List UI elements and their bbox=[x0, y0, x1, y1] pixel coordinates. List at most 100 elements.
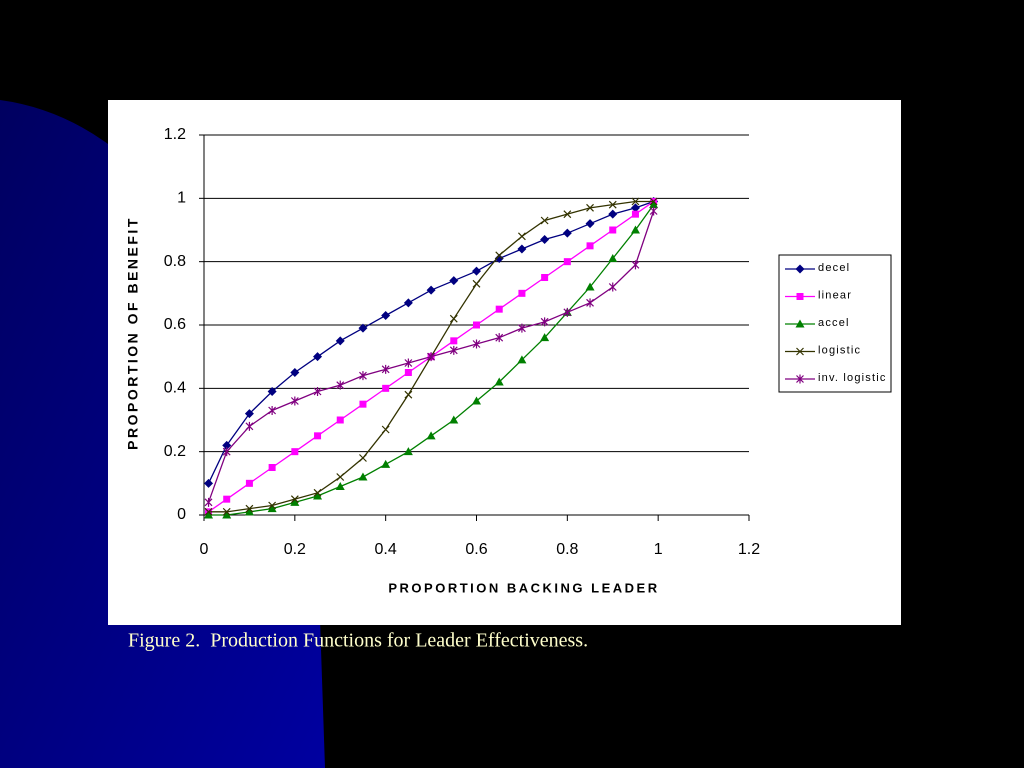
marker bbox=[494, 377, 504, 386]
marker bbox=[472, 396, 481, 405]
marker bbox=[649, 200, 659, 209]
marker bbox=[426, 431, 436, 440]
marker bbox=[404, 390, 413, 399]
marker bbox=[563, 210, 572, 219]
marker bbox=[517, 323, 526, 333]
marker bbox=[426, 285, 436, 295]
marker bbox=[359, 454, 367, 462]
marker bbox=[517, 244, 527, 254]
x-tick-label: 0.4 bbox=[375, 541, 397, 558]
marker bbox=[358, 472, 368, 481]
marker bbox=[649, 197, 658, 206]
marker bbox=[335, 336, 345, 346]
marker bbox=[268, 501, 277, 510]
marker bbox=[540, 333, 550, 342]
x-tick-label: 0 bbox=[200, 541, 209, 558]
legend-label: decel bbox=[818, 262, 850, 274]
x-tick-label: 1.2 bbox=[738, 541, 760, 558]
y-tick-label: 0.2 bbox=[164, 443, 186, 460]
marker bbox=[608, 254, 618, 262]
marker bbox=[336, 473, 345, 481]
y-tick-label: 1 bbox=[177, 190, 186, 207]
marker bbox=[540, 235, 550, 244]
marker bbox=[267, 504, 277, 513]
y-tick-label: 0.4 bbox=[164, 380, 186, 397]
marker bbox=[313, 352, 323, 362]
marker bbox=[204, 510, 214, 519]
marker bbox=[796, 347, 804, 356]
marker bbox=[313, 491, 323, 500]
marker bbox=[518, 289, 526, 297]
marker bbox=[472, 339, 481, 349]
marker bbox=[563, 258, 571, 266]
marker bbox=[631, 210, 639, 218]
marker bbox=[586, 203, 594, 212]
legend-label: linear bbox=[818, 289, 852, 301]
marker bbox=[449, 276, 459, 286]
marker bbox=[313, 387, 322, 396]
x-tick-label: 0.2 bbox=[284, 541, 306, 558]
marker bbox=[244, 409, 254, 419]
marker bbox=[358, 323, 368, 333]
marker bbox=[631, 197, 640, 206]
marker bbox=[359, 400, 367, 408]
marker bbox=[245, 479, 253, 487]
marker bbox=[541, 274, 549, 281]
y-tick-label: 0.6 bbox=[164, 316, 186, 333]
x-tick-label: 0.8 bbox=[556, 541, 578, 558]
marker bbox=[244, 507, 254, 516]
marker bbox=[796, 293, 804, 300]
x-tick-label: 0.6 bbox=[465, 541, 487, 558]
marker bbox=[563, 307, 572, 317]
marker bbox=[336, 416, 344, 424]
marker bbox=[795, 319, 805, 328]
marker bbox=[336, 380, 345, 390]
legend-label: logistic bbox=[818, 344, 861, 356]
marker bbox=[472, 266, 481, 276]
marker bbox=[403, 447, 413, 456]
marker bbox=[796, 374, 804, 384]
marker bbox=[608, 282, 617, 292]
marker bbox=[586, 242, 594, 250]
marker bbox=[449, 415, 459, 424]
marker bbox=[204, 507, 213, 516]
marker bbox=[222, 507, 231, 516]
marker bbox=[585, 282, 595, 291]
marker bbox=[631, 260, 640, 270]
marker bbox=[630, 225, 640, 234]
marker bbox=[314, 432, 322, 440]
marker bbox=[403, 298, 413, 308]
marker bbox=[472, 279, 481, 288]
marker bbox=[245, 421, 254, 431]
marker bbox=[291, 448, 299, 456]
marker bbox=[517, 232, 526, 241]
y-tick-label: 0 bbox=[177, 506, 186, 523]
marker bbox=[290, 495, 299, 504]
marker bbox=[335, 482, 345, 490]
x-axis-label: PROPORTION BACKING LEADER bbox=[388, 580, 659, 595]
legend-label: accel bbox=[818, 317, 850, 329]
legend-label: inv. logistic bbox=[818, 372, 887, 384]
marker bbox=[268, 464, 276, 471]
marker bbox=[540, 216, 549, 225]
marker bbox=[222, 510, 232, 519]
marker bbox=[313, 488, 322, 497]
marker bbox=[204, 497, 213, 507]
marker bbox=[449, 345, 458, 355]
marker bbox=[290, 368, 300, 377]
marker bbox=[449, 314, 458, 323]
marker bbox=[630, 203, 640, 213]
marker bbox=[540, 317, 549, 327]
marker bbox=[381, 311, 391, 320]
marker bbox=[222, 440, 232, 450]
marker bbox=[381, 364, 390, 374]
marker bbox=[586, 298, 594, 308]
marker bbox=[494, 254, 504, 263]
marker bbox=[381, 459, 391, 468]
marker bbox=[473, 321, 480, 329]
marker bbox=[290, 396, 299, 406]
marker bbox=[245, 504, 254, 513]
y-tick-label: 0.8 bbox=[164, 253, 186, 270]
marker bbox=[381, 425, 390, 434]
